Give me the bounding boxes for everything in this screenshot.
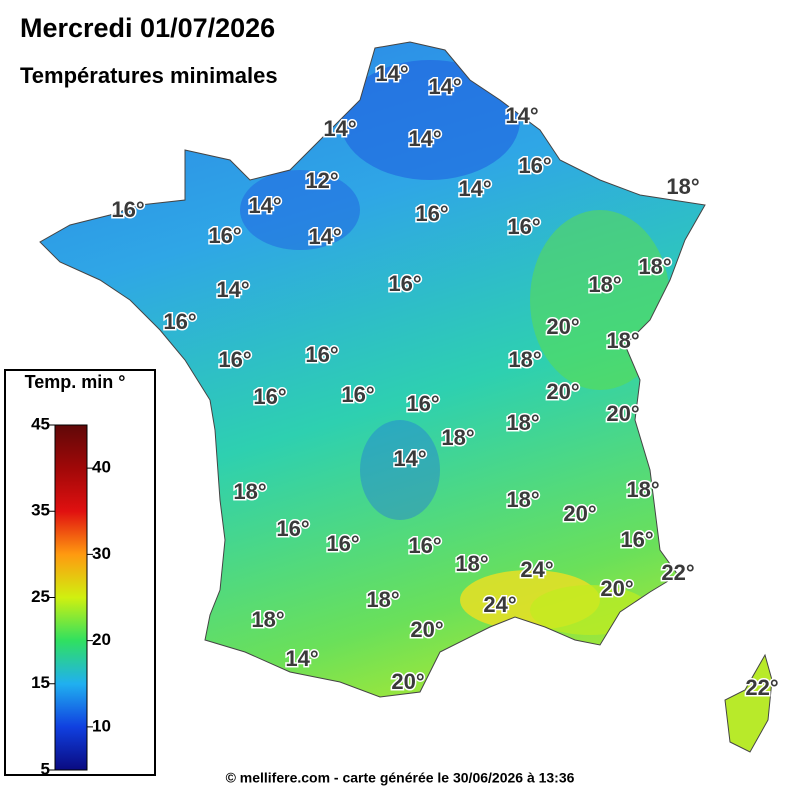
isotherm-label: 14° <box>458 176 491 201</box>
footer: © mellifere.com - carte générée le 30/06… <box>226 770 575 786</box>
isotherm-label: 16° <box>208 223 241 248</box>
isotherm-label: 14° <box>505 103 538 128</box>
legend-tick-label: 35 <box>31 501 50 520</box>
isotherm-label: 18° <box>626 477 659 502</box>
isotherm-label: 14° <box>308 224 341 249</box>
isotherm-label: 24° <box>520 557 553 582</box>
isotherm-label: 18° <box>233 479 266 504</box>
subtitle: Températures minimales <box>20 63 278 88</box>
isotherm-label: 20° <box>606 401 639 426</box>
isotherm-label: 18° <box>251 607 284 632</box>
isotherm-label: 20° <box>546 379 579 404</box>
isotherm-label: 18° <box>638 254 671 279</box>
isotherm-label: 20° <box>391 669 424 694</box>
isotherm-label: 20° <box>600 576 633 601</box>
isotherm-label: 16° <box>388 271 421 296</box>
isotherm-label: 14° <box>393 446 426 471</box>
isotherm-label: 14° <box>216 277 249 302</box>
isotherm-label: 16° <box>408 533 441 558</box>
isotherm-label: 14° <box>285 646 318 671</box>
isotherm-label: 16° <box>111 197 144 222</box>
isotherm-label: 18° <box>506 410 539 435</box>
isotherm-label: 16° <box>415 201 448 226</box>
isotherm-label: 14° <box>323 116 356 141</box>
isotherm-label: 16° <box>163 309 196 334</box>
isotherm-label: 14° <box>375 61 408 86</box>
isotherm-label: 16° <box>620 527 653 552</box>
isotherm-label: 18° <box>606 328 639 353</box>
isotherm-label: 16° <box>507 214 540 239</box>
isotherm-label: 20° <box>546 314 579 339</box>
isotherm-label: 16° <box>253 384 286 409</box>
legend-tick-label: 30 <box>92 544 111 563</box>
isotherm-label: 24° <box>483 592 516 617</box>
isotherm-label: 16° <box>518 153 551 178</box>
legend-title: Temp. min ° <box>24 372 126 392</box>
isotherm-label: 16° <box>305 342 338 367</box>
legend-tick-label: 40 <box>92 458 111 477</box>
legend-title-box: Temp. min ° <box>24 372 126 392</box>
isotherm-label: 14° <box>428 74 461 99</box>
legend-tick-label: 45 <box>31 414 50 433</box>
isotherm-label: 22° <box>745 675 778 700</box>
isotherm-label: 16° <box>326 531 359 556</box>
isotherm-label: 16° <box>406 391 439 416</box>
isotherm-label: 18° <box>666 174 699 199</box>
isotherm-label: 16° <box>341 382 374 407</box>
title: Mercredi 01/07/2026 <box>20 13 275 43</box>
legend-tick-label: 20 <box>92 630 111 649</box>
isotherm-label: 18° <box>588 272 621 297</box>
isotherm-label: 22° <box>661 560 694 585</box>
isotherm-label: 18° <box>441 425 474 450</box>
isotherm-label: 16° <box>218 347 251 372</box>
isotherm-label: 14° <box>248 193 281 218</box>
isotherm-label: 18° <box>506 487 539 512</box>
isotherm-label: 12° <box>305 168 338 193</box>
color-scale <box>54 424 88 771</box>
isotherm-label: 16° <box>276 516 309 541</box>
legend-tick-label: 5 <box>41 759 50 778</box>
isotherm-label: 18° <box>366 587 399 612</box>
legend-tick-label: 10 <box>92 716 111 735</box>
isotherm-label: 18° <box>508 347 541 372</box>
isotherm-label: 20° <box>410 617 443 642</box>
legend-tick-label: 15 <box>31 673 50 692</box>
isotherm-label: 20° <box>563 501 596 526</box>
legend-tick-label: 25 <box>31 587 50 606</box>
isotherm-label: 14° <box>408 126 441 151</box>
isotherm-label: 18° <box>455 551 488 576</box>
